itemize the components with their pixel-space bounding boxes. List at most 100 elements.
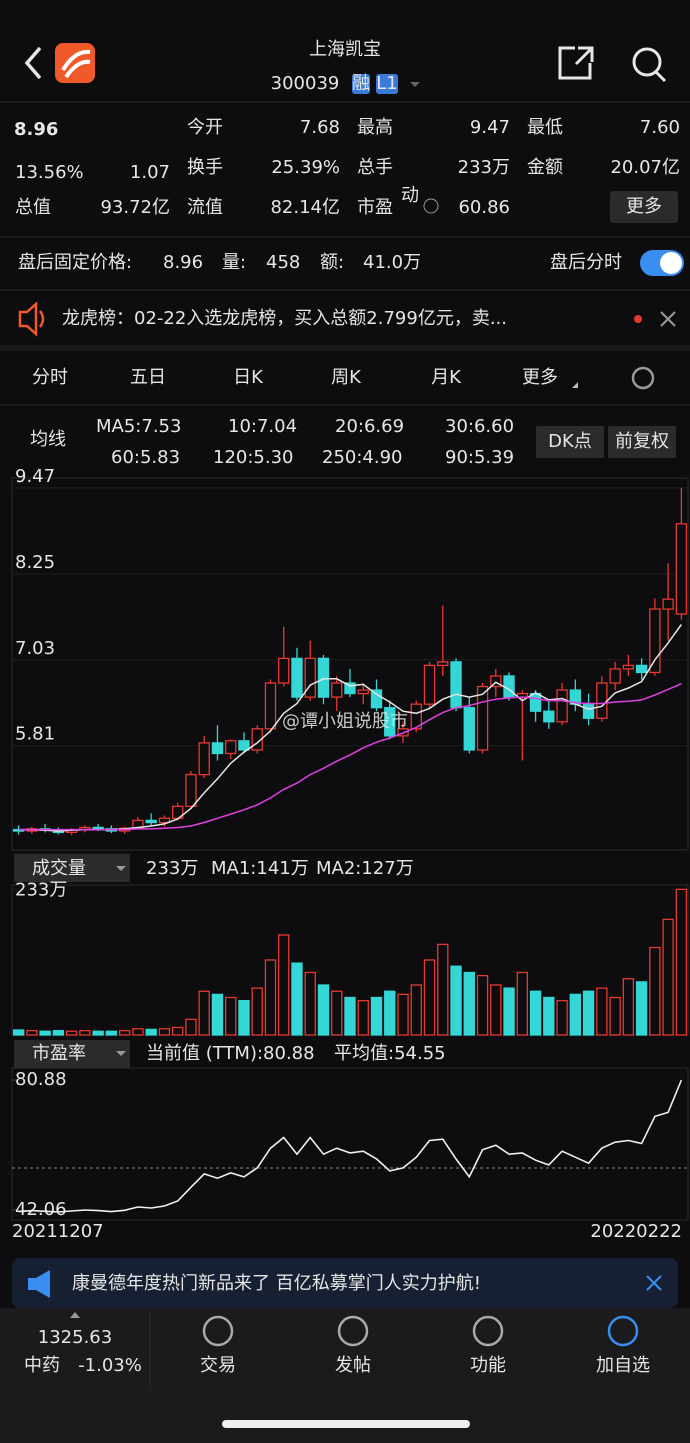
index-change[interactable]: -1.03% xyxy=(78,1355,142,1376)
candle-body xyxy=(278,657,290,684)
pe-menu-label[interactable]: 市盈率 xyxy=(32,1043,86,1064)
tab[interactable]: 分时 xyxy=(32,367,68,388)
chart-button-label[interactable]: DK点 xyxy=(548,431,592,452)
candle-body xyxy=(476,685,489,751)
volume-bar xyxy=(649,946,661,1036)
price: 8.96 xyxy=(14,119,58,140)
volume-bar xyxy=(556,999,568,1036)
promo-icon xyxy=(28,1270,50,1298)
candle-body xyxy=(450,661,462,709)
volume-bar xyxy=(118,1029,131,1036)
volume-menu[interactable] xyxy=(14,854,130,882)
ma-label: 250:4.90 xyxy=(322,447,403,468)
volume-bar xyxy=(132,1028,144,1036)
chart-button[interactable] xyxy=(536,426,604,458)
tab[interactable]: 五日 xyxy=(130,367,166,388)
ah-volume: 458 xyxy=(266,252,300,273)
ma-label: 30:6.60 xyxy=(445,416,514,437)
back-button[interactable] xyxy=(24,46,42,80)
candle-body xyxy=(529,692,542,712)
promo-bar[interactable] xyxy=(12,1258,678,1308)
volume-ma2: MA2:127万 xyxy=(316,858,414,879)
candle-body xyxy=(158,817,171,824)
red-dot xyxy=(634,315,642,323)
nav-icon[interactable] xyxy=(607,1315,639,1347)
y-tick-label: 9.47 xyxy=(15,466,55,487)
nav-label[interactable]: 加自选 xyxy=(596,1355,650,1376)
tab[interactable]: 更多 xyxy=(522,367,558,388)
promo-close[interactable] xyxy=(646,1275,662,1291)
field-label: 金额 xyxy=(527,157,563,178)
volume-menu-label[interactable]: 成交量 xyxy=(32,858,86,879)
candle-body xyxy=(145,819,157,824)
nav-label[interactable]: 交易 xyxy=(200,1355,236,1376)
change: 1.07 xyxy=(130,162,170,183)
pe-menu[interactable] xyxy=(14,1040,130,1068)
menu-caret xyxy=(116,866,126,871)
search-handle xyxy=(654,70,667,83)
home-indicator xyxy=(222,1420,470,1428)
change-pct: 13.56% xyxy=(15,162,84,183)
candle-body xyxy=(304,657,316,698)
field-label: 总值 xyxy=(15,197,51,218)
volume-bar xyxy=(543,996,555,1036)
dropdown xyxy=(410,82,420,87)
nav-icon[interactable] xyxy=(202,1315,234,1347)
chart-button[interactable] xyxy=(608,426,676,458)
candle-body xyxy=(370,689,383,709)
volume-bar xyxy=(423,959,436,1036)
candle-body xyxy=(410,703,422,730)
candle-body xyxy=(622,664,635,670)
toggle-knob xyxy=(660,252,682,274)
close-notice[interactable] xyxy=(660,311,676,327)
ma-label: 60:5.83 xyxy=(111,447,180,468)
ah-label: 盘后固定价格: xyxy=(18,252,132,273)
badge-text: 融 xyxy=(352,73,370,94)
candle-body xyxy=(423,664,436,705)
volume-bar xyxy=(503,987,515,1036)
nav-icon[interactable] xyxy=(337,1315,369,1347)
y-tick-label: 80.88 xyxy=(15,1069,67,1090)
pe-line xyxy=(18,1079,683,1213)
index-value[interactable]: 1325.63 xyxy=(38,1327,112,1348)
promo-text[interactable]: 康曼德年度热门新品来了 百亿私募掌门人实力护航! xyxy=(72,1273,481,1294)
y-tick-label: 5.81 xyxy=(15,724,55,745)
candle-body xyxy=(503,675,515,698)
volume-bar xyxy=(490,984,502,1036)
more-label[interactable]: 更多 xyxy=(626,196,662,217)
volume-bar xyxy=(529,990,542,1036)
candle-body xyxy=(185,773,197,807)
pe-frame xyxy=(11,1067,689,1221)
candle-body xyxy=(211,742,224,755)
notice[interactable]: 龙虎榜：02-22入选龙虎榜，买入总额2.799亿元，卖... xyxy=(62,308,507,329)
nav-icon[interactable] xyxy=(472,1315,504,1347)
nav-label[interactable]: 发帖 xyxy=(335,1355,371,1376)
candle-body xyxy=(556,689,568,723)
field-value: 9.47 xyxy=(470,117,510,138)
tab[interactable]: 周K xyxy=(331,367,362,388)
volume-bar xyxy=(317,984,330,1036)
volume-bar xyxy=(357,999,369,1036)
share-button[interactable] xyxy=(558,46,594,80)
nav-label[interactable]: 功能 xyxy=(470,1355,506,1376)
chart-button-label[interactable]: 前复权 xyxy=(615,431,669,452)
pe-average: 平均值:54.55 xyxy=(334,1043,446,1064)
field-value: 7.60 xyxy=(640,117,680,138)
candle-body xyxy=(238,740,250,751)
ma-title: 均线 xyxy=(30,429,66,450)
date-start: 20211207 xyxy=(12,1221,104,1242)
title: 上海凯宝 xyxy=(309,39,381,60)
volume-current: 233万 xyxy=(146,858,198,879)
search-button[interactable] xyxy=(632,47,662,77)
tab[interactable]: 日K xyxy=(233,367,264,388)
tab[interactable]: 月K xyxy=(431,367,462,388)
candle-body xyxy=(662,598,674,610)
more-button[interactable] xyxy=(610,191,678,223)
settings-icon[interactable] xyxy=(631,366,655,390)
field-label: 市盈 xyxy=(357,197,393,218)
field-label: 总手 xyxy=(357,157,393,178)
index-name[interactable]: 中药 xyxy=(24,1355,60,1376)
volume-bar xyxy=(635,981,648,1036)
volume-bar xyxy=(145,1028,157,1036)
